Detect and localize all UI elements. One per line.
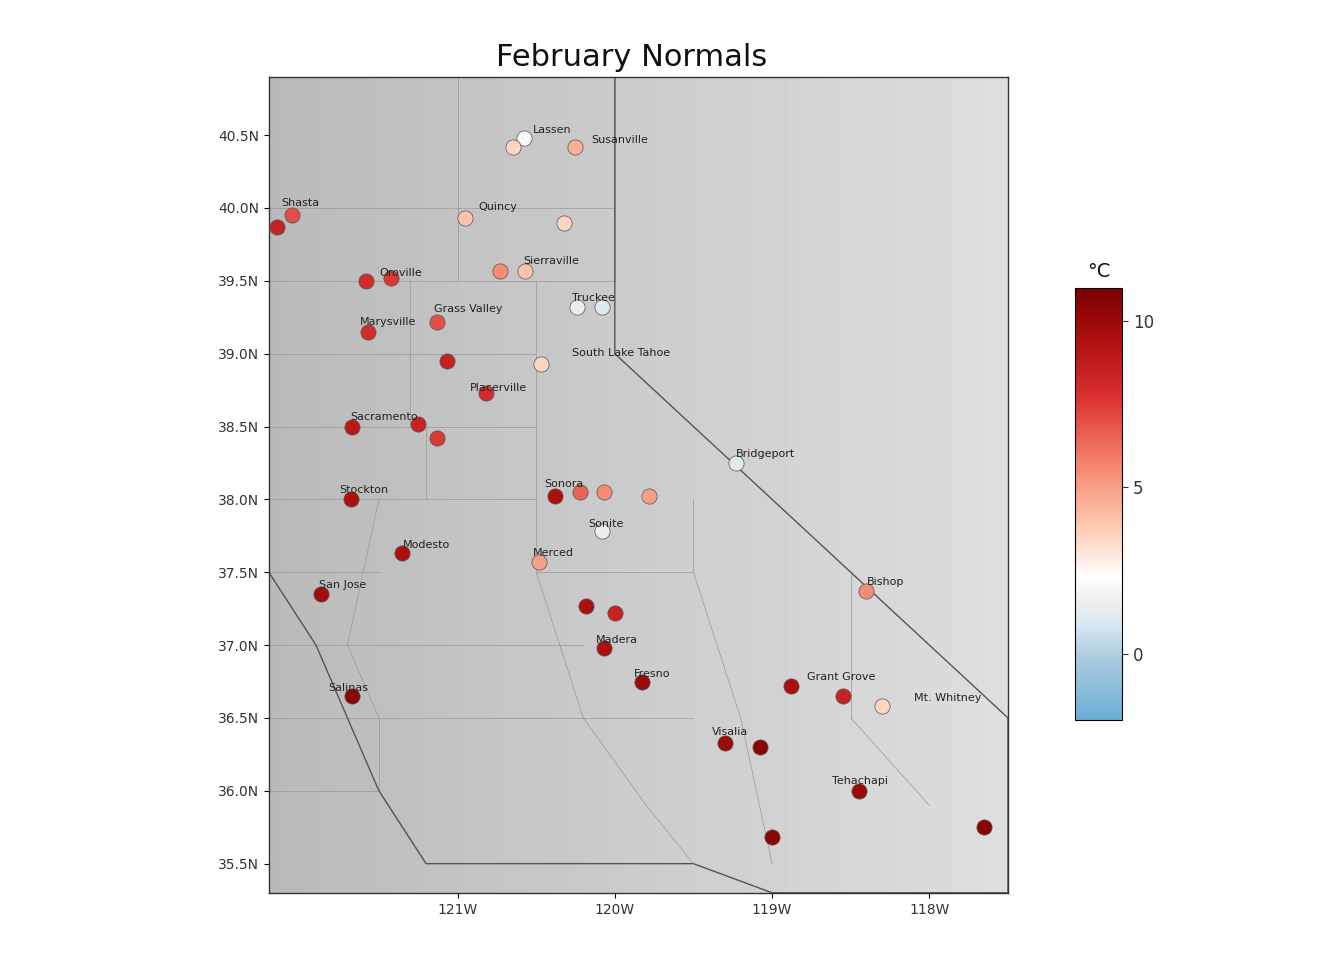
Point [474,385,496,400]
Text: Oroville: Oroville [379,268,422,277]
Point [310,587,332,602]
Text: Grant Grove: Grant Grove [806,671,875,682]
Point [426,314,448,329]
Point [489,263,511,278]
Point [781,678,802,693]
Text: Bridgeport: Bridgeport [737,448,796,459]
Point [714,735,735,751]
Point [638,489,660,504]
Point [575,598,597,613]
Point [856,584,878,599]
Text: Merced: Merced [534,547,574,558]
Point [591,524,613,540]
Text: Visalia: Visalia [712,727,749,737]
Point [726,455,747,470]
Text: Sonora: Sonora [544,479,583,490]
Text: Sierraville: Sierraville [524,256,579,266]
Title: °C: °C [1087,262,1110,281]
Point [513,131,535,146]
Text: Shasta: Shasta [281,198,320,208]
Point [356,273,378,288]
Point [544,489,566,504]
Point [564,139,586,155]
Text: Mt. Whitney: Mt. Whitney [914,693,981,704]
Point [832,688,853,704]
Text: Susanville: Susanville [591,135,648,145]
Point [501,139,523,155]
Point [871,699,892,714]
Text: Grass Valley: Grass Valley [434,304,503,314]
Point [340,492,362,507]
Point [435,353,457,369]
Point [515,263,536,278]
Text: Modesto: Modesto [402,540,450,550]
Point [282,207,304,223]
Text: Lassen: Lassen [534,125,571,135]
Point [593,640,614,656]
Point [973,820,995,835]
Point [426,430,448,445]
Point [454,210,476,226]
Text: Marysville: Marysville [360,318,417,327]
Point [407,416,429,431]
Text: Placerville: Placerville [470,383,527,393]
Text: Sonite: Sonite [589,518,624,529]
Point [570,485,591,500]
Point [593,485,614,500]
Text: Sacramento: Sacramento [351,412,418,422]
Text: Truckee: Truckee [573,293,616,302]
Point [530,356,551,372]
Point [380,270,402,285]
Point [391,545,413,561]
Point [749,739,770,755]
Text: February Normals: February Normals [496,43,767,72]
Point [566,300,587,315]
Point [341,419,363,434]
Text: Madera: Madera [595,636,638,645]
Point [528,554,550,569]
Point [761,829,782,845]
Text: South Lake Tahoe: South Lake Tahoe [573,348,671,358]
Text: Fresno: Fresno [633,668,671,679]
Point [554,215,575,230]
Text: Stockton: Stockton [340,485,388,495]
Point [630,674,652,689]
Point [591,300,613,315]
Point [341,688,363,704]
Text: Tehachapi: Tehachapi [832,777,888,786]
Point [358,324,379,340]
Text: San Jose: San Jose [319,580,367,589]
Point [848,783,870,799]
Point [603,606,625,621]
Text: Bishop: Bishop [867,577,903,587]
Text: Quincy: Quincy [478,203,517,212]
Text: Salinas: Salinas [328,684,368,693]
Point [266,219,288,234]
